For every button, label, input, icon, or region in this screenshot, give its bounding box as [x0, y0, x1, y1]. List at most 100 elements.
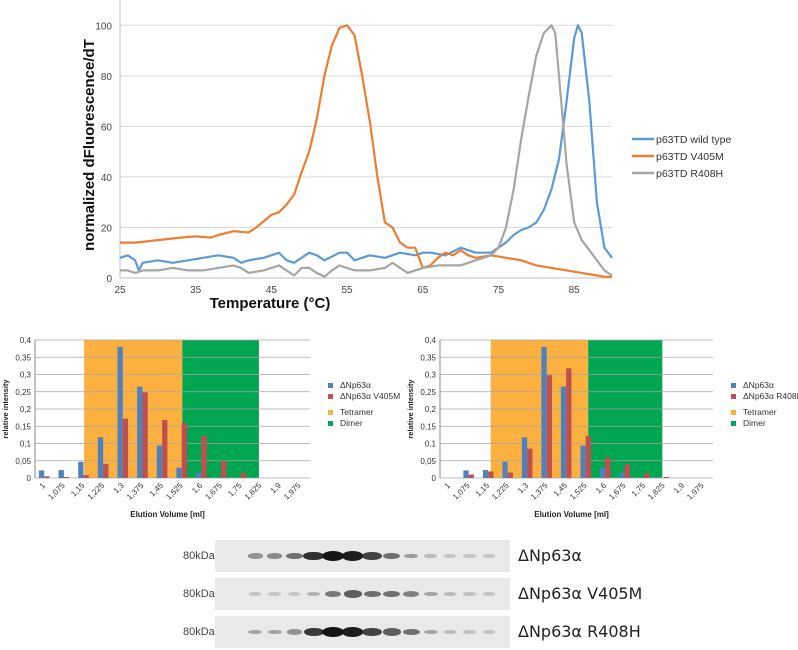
x-tick-label: 1,225 — [490, 481, 511, 502]
bar-1 — [122, 418, 129, 478]
protein-band — [303, 551, 324, 561]
molecular-weight-marker: 80kDa — [183, 626, 215, 638]
x-tick-label: 75 — [493, 285, 505, 296]
protein-band — [423, 591, 438, 597]
blot-protein-label: ΔNp63α R408H — [518, 622, 641, 641]
y-tick-label: 80 — [101, 72, 113, 83]
x-axis-label: Elution Volume [ml] — [534, 510, 609, 519]
x-tick-label: 1,75 — [630, 481, 648, 499]
legend-label: p63TD R408H — [656, 168, 723, 180]
protein-band — [247, 553, 263, 559]
legend-label: p63TD wild type — [656, 134, 731, 146]
blot-strip — [215, 540, 510, 572]
bar-1 — [221, 460, 227, 478]
legend-swatch — [731, 394, 736, 399]
protein-band — [463, 554, 476, 558]
x-tick-label: 1,675 — [607, 481, 628, 502]
series-line-0 — [119, 24, 613, 272]
x-tick-label: 1,525 — [164, 481, 185, 502]
y-axis-label: relative intensity — [406, 379, 415, 439]
y-tick-label: 20 — [101, 223, 113, 234]
y-tick-label: 0,25 — [420, 388, 436, 397]
protein-band — [303, 627, 324, 637]
x-tick-label: 1,975 — [282, 481, 303, 502]
melting-curve-chart: 0 20 40 60 80 100 25 35 45 55 65 75 85 Temperature (°… — [81, 0, 731, 312]
series-line-2 — [120, 24, 613, 278]
x-tick-label: 1,45 — [148, 481, 166, 499]
y-tick-label: 0,35 — [15, 353, 31, 362]
bar-0 — [176, 467, 182, 478]
legend-swatch — [328, 410, 333, 415]
x-tick-label: 1,375 — [529, 481, 550, 502]
protein-band — [463, 630, 476, 634]
protein-band — [443, 592, 457, 596]
protein-band — [286, 629, 302, 635]
protein-band — [463, 592, 476, 596]
bar-0 — [156, 445, 163, 478]
bar-1 — [181, 422, 188, 478]
bar-1 — [644, 473, 650, 478]
x-tick-label: 1,3 — [112, 481, 127, 496]
protein-band — [362, 551, 382, 561]
bar-1 — [63, 476, 70, 478]
bar-1 — [624, 464, 630, 478]
protein-band — [285, 552, 303, 560]
series-line-1 — [120, 24, 612, 278]
legend-label: p63TD V405M — [656, 151, 724, 163]
y-tick-label: 0,15 — [15, 422, 31, 431]
protein-band — [268, 592, 281, 596]
bar-1 — [507, 472, 513, 478]
x-tick-label: 1,225 — [86, 481, 107, 502]
bar-1 — [468, 474, 474, 478]
x-tick-label: 1,825 — [646, 481, 667, 502]
legend-label: Dimer — [340, 418, 363, 428]
bar-0 — [599, 467, 606, 478]
x-tick-label: 1,675 — [203, 481, 224, 502]
y-tick-label: 0,1 — [425, 440, 437, 449]
protein-band — [341, 627, 364, 637]
bar-0 — [97, 437, 104, 478]
protein-band — [443, 630, 457, 634]
x-tick-label: 1,975 — [685, 481, 706, 502]
protein-band — [363, 590, 381, 598]
protein-band — [383, 590, 400, 598]
y-tick-label: 0,4 — [425, 336, 437, 345]
bar-1 — [488, 471, 494, 478]
protein-band — [443, 554, 457, 558]
y-tick-label: 0 — [432, 474, 437, 483]
y-tick-label: 100 — [95, 21, 112, 32]
x-tick-label: 1,9 — [269, 481, 284, 496]
blot-strip — [215, 616, 510, 648]
y-tick-label: 0 — [27, 474, 32, 483]
protein-band — [383, 552, 400, 560]
legend-swatch — [328, 421, 333, 426]
x-tick-label: 1,525 — [568, 481, 589, 502]
y-axis-label: normalized dFluorescence/dT — [81, 39, 98, 251]
bar-0 — [502, 461, 508, 478]
protein-band — [322, 627, 344, 637]
bar-0 — [38, 470, 45, 478]
x-tick-label: 1,375 — [125, 481, 146, 502]
protein-band — [267, 629, 282, 635]
bar-1 — [201, 435, 207, 478]
y-tick-label: 0,3 — [20, 371, 32, 380]
y-tick-label: 0,05 — [420, 457, 436, 466]
bar-1 — [44, 476, 50, 478]
x-tick-label: 1,75 — [226, 481, 244, 499]
protein-band — [248, 629, 262, 635]
legend-label: Dimer — [743, 418, 766, 428]
protein-band — [324, 590, 342, 598]
bar-0 — [463, 470, 469, 478]
legend-label: Tetramer — [743, 407, 777, 417]
bar-0 — [137, 386, 143, 478]
bar-0 — [482, 470, 489, 478]
molecular-weight-marker: 80kDa — [183, 550, 215, 562]
x-tick-label: 1,6 — [594, 481, 609, 496]
x-tick-label: 1,825 — [243, 481, 264, 502]
y-axis-label: relative intensity — [1, 379, 10, 439]
protein-band — [306, 592, 321, 596]
bar-1 — [663, 476, 669, 478]
legend-label: ΔNp63α — [340, 380, 371, 390]
y-tick-label: 0 — [106, 274, 112, 285]
protein-band — [287, 592, 301, 596]
